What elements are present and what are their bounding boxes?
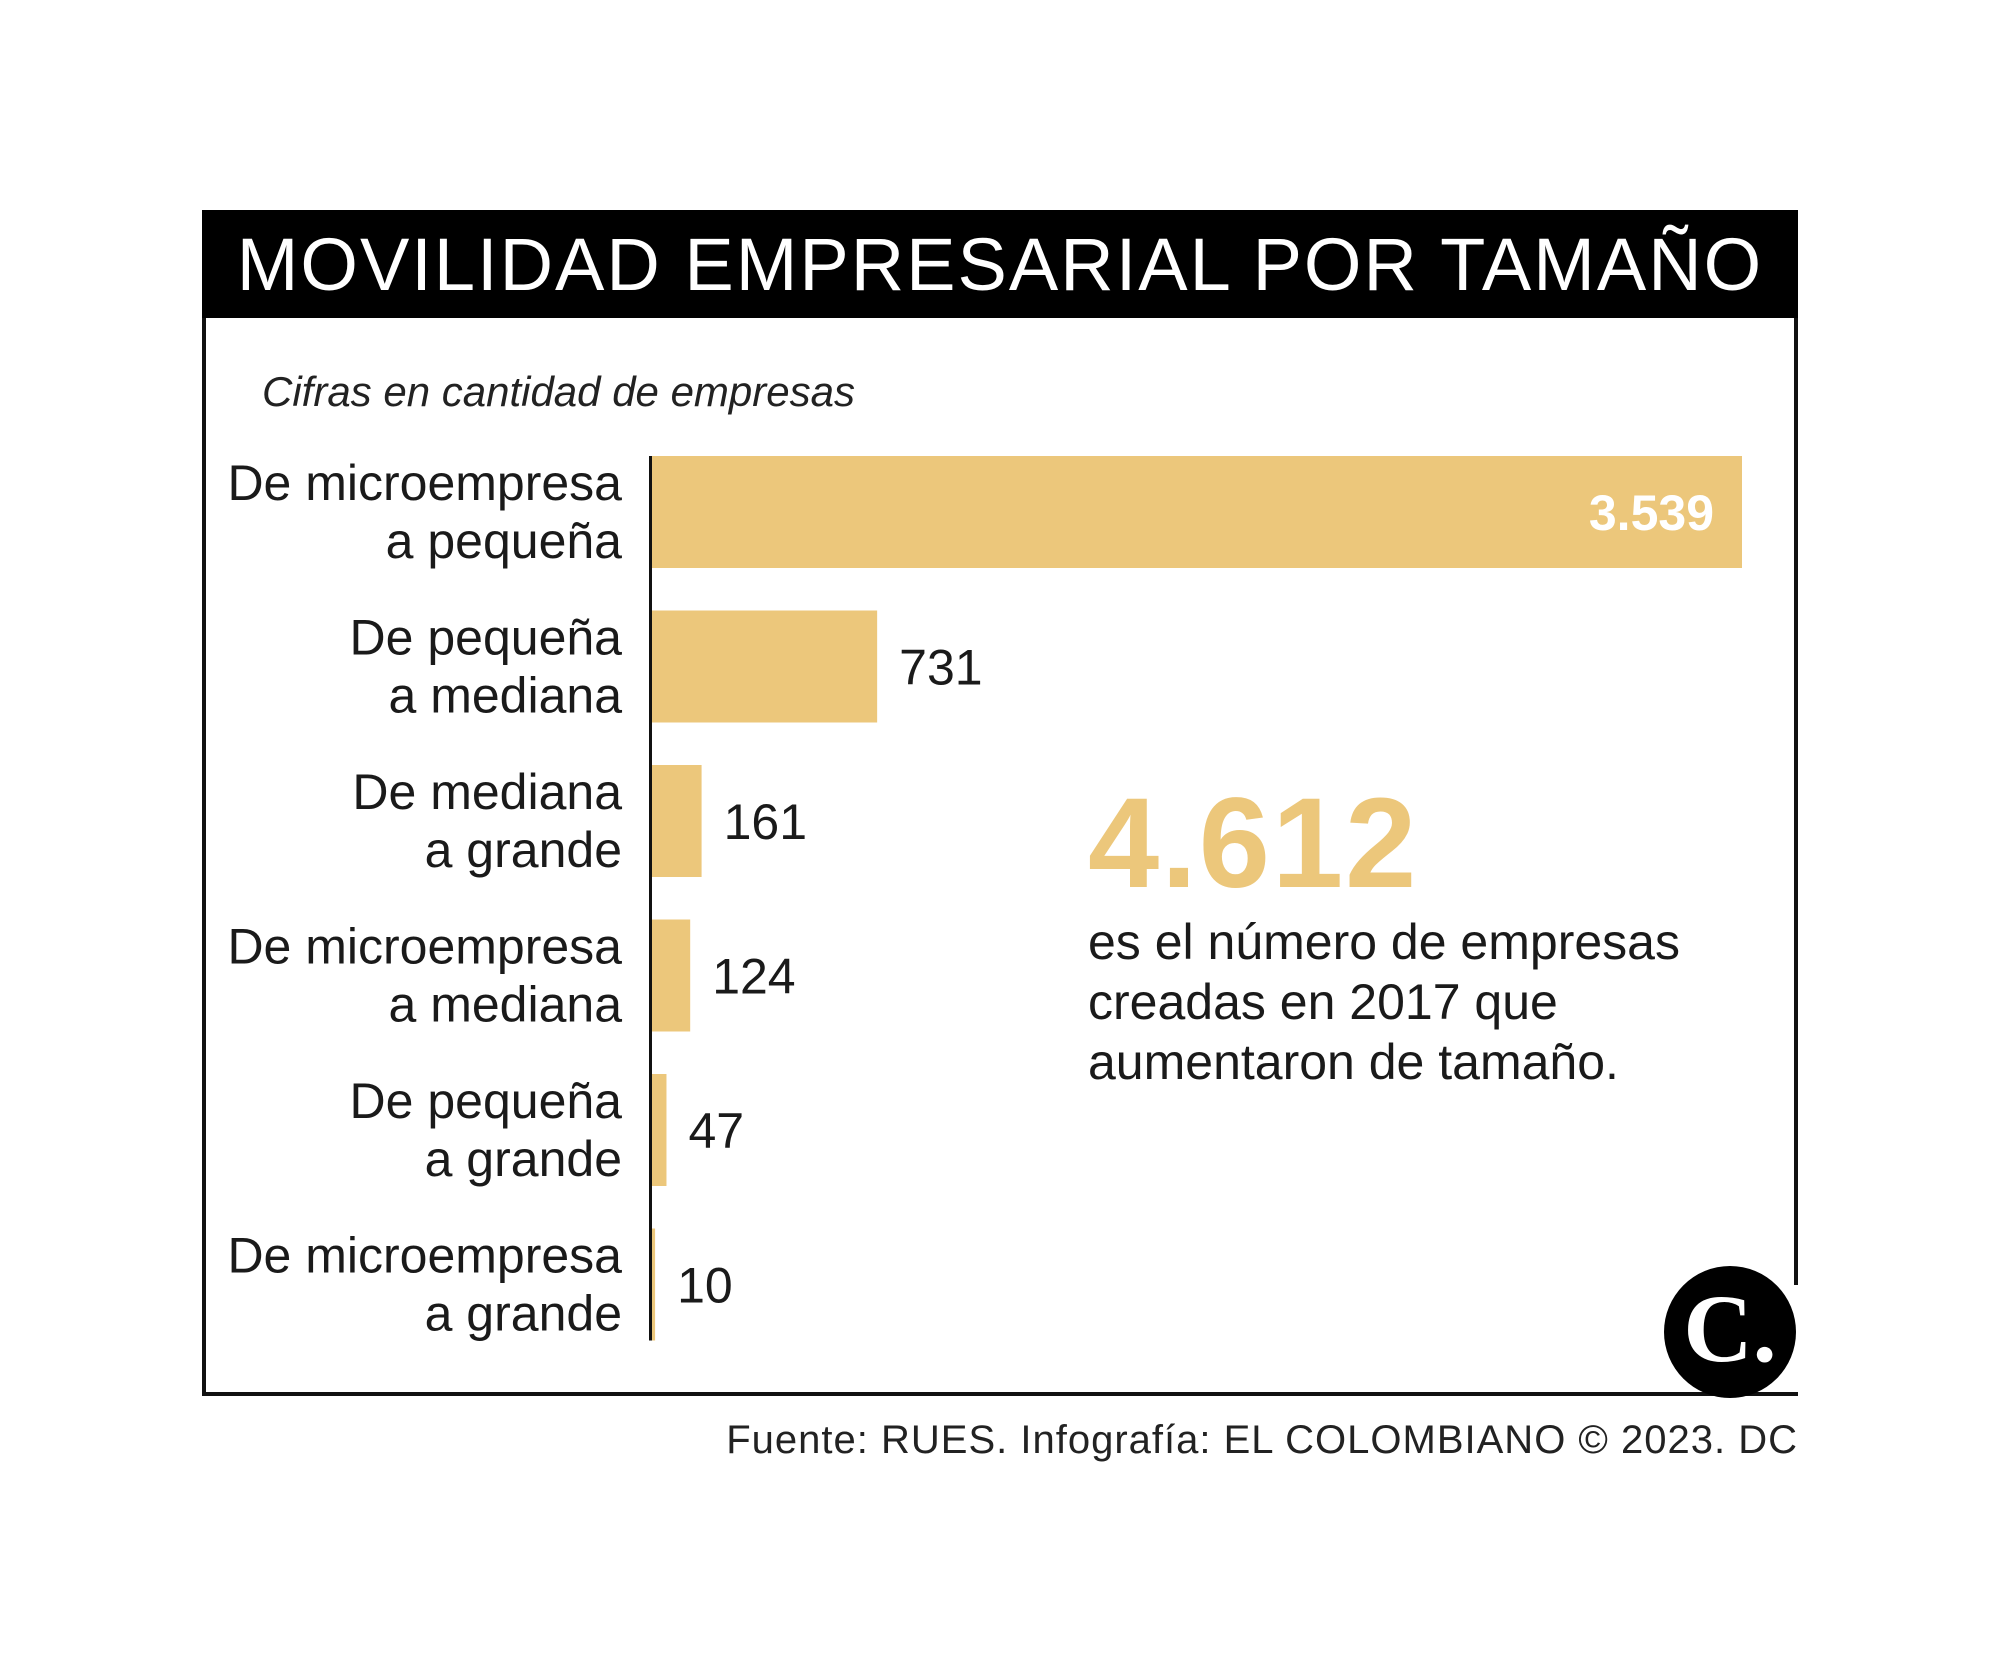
category-label: De mediana: [352, 764, 622, 820]
el-colombiano-logo-icon: C.: [1664, 1266, 1796, 1398]
bar: [652, 1228, 656, 1341]
bar: [652, 456, 1742, 568]
category-label: De pequeña: [350, 610, 623, 666]
chart-frame: [202, 210, 1798, 1396]
value-label: 161: [724, 794, 807, 850]
chart-subtitle: Cifras en cantidad de empresas: [262, 368, 855, 415]
category-label: a pequeña: [386, 513, 623, 569]
chart-title: MOVILIDAD EMPRESARIAL POR TAMAÑO: [236, 222, 1764, 306]
value-label: 731: [899, 640, 982, 696]
bar: [652, 765, 702, 877]
category-label: a grande: [425, 822, 622, 878]
logo-letter: C.: [1683, 1275, 1777, 1382]
category-label: a mediana: [389, 977, 623, 1033]
bar: [652, 1074, 667, 1186]
source-credit: Fuente: RUES. Infografía: EL COLOMBIANO …: [726, 1418, 1798, 1462]
y-axis-line: [649, 456, 652, 1341]
bar: [652, 919, 691, 1032]
highlight-number: 4.612: [1088, 772, 1419, 915]
value-label: 10: [677, 1258, 733, 1314]
category-label: a grande: [425, 1131, 622, 1187]
highlight-caption: es el número de empresas creadas en 2017…: [1088, 914, 1680, 1090]
title-bar: MOVILIDAD EMPRESARIAL POR TAMAÑO: [202, 210, 1798, 318]
value-label: 3.539: [1589, 485, 1714, 541]
category-label: De pequeña: [350, 1073, 623, 1129]
bar: [652, 610, 878, 723]
category-label: De microempresa: [227, 455, 622, 511]
value-label: 124: [712, 949, 795, 1005]
category-label: De microempresa: [227, 1228, 622, 1284]
category-label: De microempresa: [227, 919, 622, 975]
value-label: 47: [688, 1103, 744, 1159]
chart-frame-right-border: [1794, 210, 1798, 1285]
category-label: a grande: [425, 1286, 622, 1342]
category-label: a mediana: [389, 668, 623, 724]
